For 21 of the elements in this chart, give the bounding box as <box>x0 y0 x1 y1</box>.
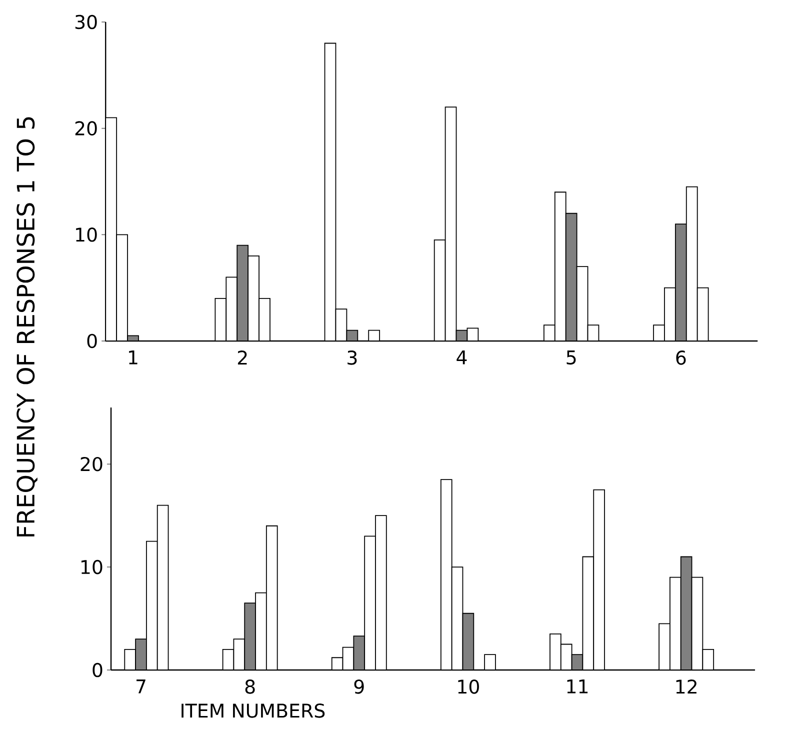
x-axis-title: ITEM NUMBERS <box>182 704 325 718</box>
y-tick-label: 0 <box>87 334 97 348</box>
y-tick-label: 20 <box>75 121 97 136</box>
y-tick-label: 10 <box>76 227 97 242</box>
x-tick-label: 5 <box>566 350 576 365</box>
x-tick-label: 10 <box>458 680 479 694</box>
y-tick-label: 20 <box>80 456 102 472</box>
x-tick-label: 1 <box>129 350 138 364</box>
x-tick-label: 12 <box>676 680 696 694</box>
y-tick-label: 0 <box>92 662 102 678</box>
x-tick-label: 11 <box>567 680 588 694</box>
x-tick-label: 6 <box>676 350 686 365</box>
x-tick-label: 7 <box>136 680 146 694</box>
x-tick-label: 8 <box>245 680 255 694</box>
y-tick-label: 10 <box>81 560 102 574</box>
x-tick-label: 9 <box>354 680 364 694</box>
y-tick-label: 30 <box>75 14 97 30</box>
x-tick-label: 3 <box>348 350 357 365</box>
x-tick-label: 4 <box>456 350 467 364</box>
y-axis-title: FREQUENCY OF RESPONSES 1 TO 5 <box>16 117 38 536</box>
x-tick-label: 2 <box>238 350 247 365</box>
